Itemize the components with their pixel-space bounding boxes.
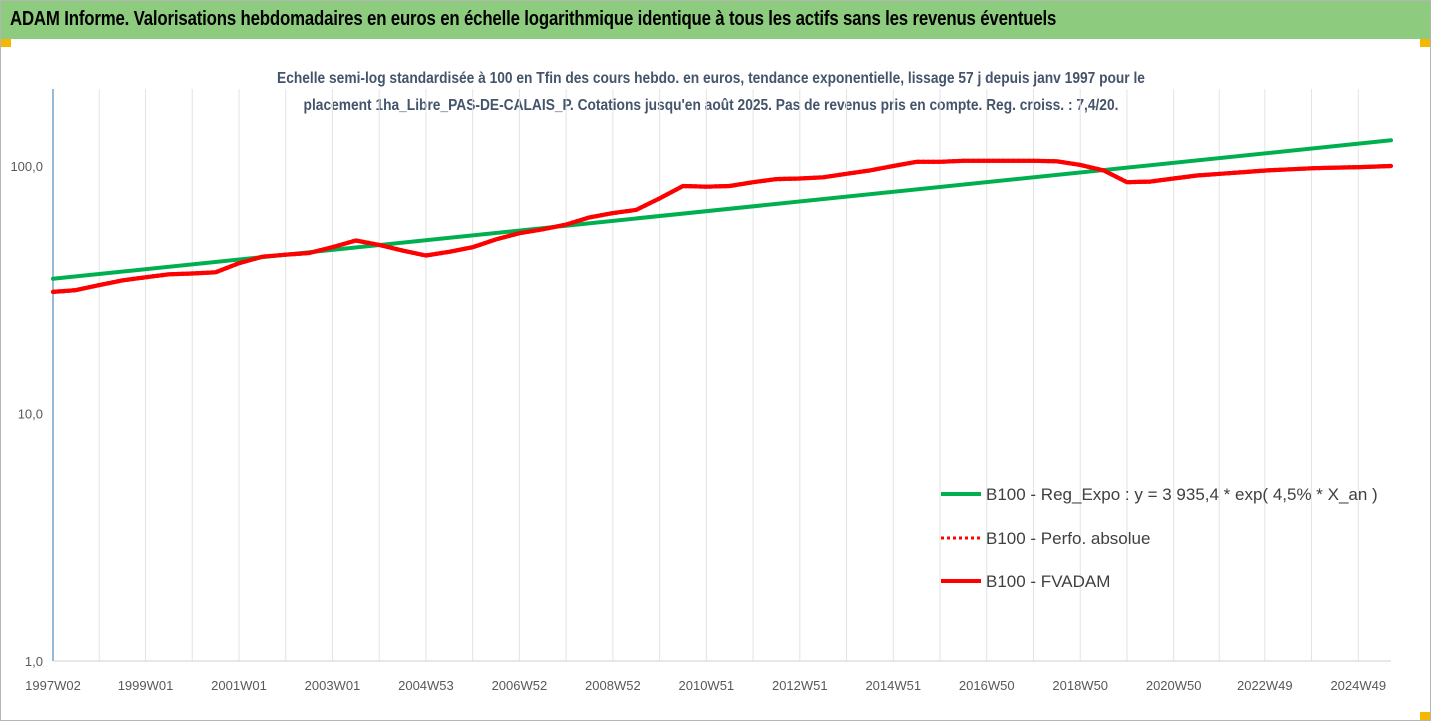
y-tick-label: 1,0 (25, 654, 43, 669)
legend-item-reg-expo-label: B100 - Reg_Expo : y = 3 935,4 * exp( 4,5… (986, 485, 1378, 504)
y-tick-label: 10,0 (18, 407, 43, 422)
corner-marker-top-right (1420, 39, 1430, 47)
title-bar: ADAM Informe. Valorisations hebdomadaire… (1, 1, 1430, 39)
x-tick-label: 2024W49 (1330, 678, 1386, 693)
page-title: ADAM Informe. Valorisations hebdomadaire… (10, 8, 1057, 30)
x-tick-label: 2016W50 (959, 678, 1015, 693)
x-tick-label: 2003W01 (305, 678, 361, 693)
legend-item-fvadam-label: B100 - FVADAM (986, 572, 1110, 591)
x-tick-label: 1999W01 (118, 678, 174, 693)
gridlines (98, 89, 1359, 661)
x-tick-label: 2018W50 (1052, 678, 1108, 693)
x-tick-label: 2008W52 (585, 678, 641, 693)
chart-subtitle-line-2: placement 1ha_Libre_PAS-DE-CALAIS_P. Cot… (303, 97, 1119, 114)
x-tick-label: 2012W51 (772, 678, 828, 693)
y-tick-label: 100,0 (10, 159, 43, 174)
corner-marker-bottom-right (1420, 712, 1430, 720)
chart-subtitle-line-1: Echelle semi-log standardisée à 100 en T… (277, 70, 1145, 87)
legend-item-perfo-absolue-label: B100 - Perfo. absolue (986, 529, 1150, 548)
chart-subtitle: Echelle semi-log standardisée à 100 en T… (171, 65, 1251, 119)
corner-marker-top-left (1, 39, 11, 47)
series-line-perfo-absolue (50, 158, 1394, 294)
x-tick-label: 2006W52 (492, 678, 548, 693)
x-tick-label: 2004W53 (398, 678, 454, 693)
x-tick-label: 2020W50 (1146, 678, 1202, 693)
legend: B100 - Reg_Expo : y = 3 935,4 * exp( 4,5… (941, 485, 1378, 591)
series-lines (50, 138, 1394, 294)
x-tick-label: 2022W49 (1237, 678, 1293, 693)
x-tick-label: 2001W01 (211, 678, 267, 693)
series-line-fvadam (50, 158, 1394, 294)
x-tick-label: 2014W51 (865, 678, 921, 693)
x-tick-label: 1997W02 (25, 678, 81, 693)
axes: 1,0 10,0 100,0 1997W02 1999W01 2001W01 2003W01… (10, 89, 1391, 693)
x-tick-label: 2010W51 (679, 678, 735, 693)
